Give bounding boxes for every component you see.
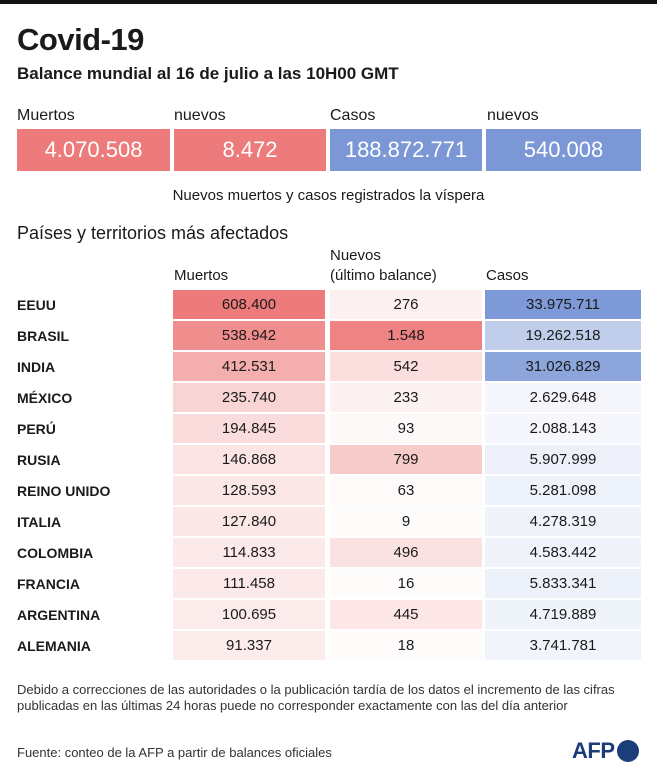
cases-cell: 4.583.442 [485,538,641,567]
table-row: ITALIA 127.840 9 4.278.319 [0,506,657,537]
col-header-cases: Casos [486,267,529,284]
country-name: FRANCIA [17,576,80,592]
deaths-cell: 111.458 [173,569,325,598]
deaths-cell: 128.593 [173,476,325,505]
country-name: EEUU [17,297,56,313]
new-deaths-cell: 9 [330,507,482,536]
table-row: EEUU 608.400 276 33.975.711 [0,289,657,320]
cases-cell: 4.278.319 [485,507,641,536]
summary-cases-label: Casos [330,107,376,124]
table-row: BRASIL 538.942 1.548 19.262.518 [0,320,657,351]
new-deaths-cell: 233 [330,383,482,412]
new-deaths-cell: 799 [330,445,482,474]
cases-cell: 2.629.648 [485,383,641,412]
cases-cell: 4.719.889 [485,600,641,629]
table-row: RUSIA 146.868 799 5.907.999 [0,444,657,475]
cases-cell: 33.975.711 [485,290,641,319]
deaths-cell: 235.740 [173,383,325,412]
new-deaths-cell: 276 [330,290,482,319]
summary-deaths-label: Muertos [17,107,75,124]
cases-cell: 31.026.829 [485,352,641,381]
country-name: RUSIA [17,452,61,468]
cases-cell: 19.262.518 [485,321,641,350]
table-row: INDIA 412.531 542 31.026.829 [0,351,657,382]
deaths-cell: 538.942 [173,321,325,350]
summary-deaths-value: 4.070.508 [17,129,170,171]
table-row: COLOMBIA 114.833 496 4.583.442 [0,537,657,568]
col-header-new-line1: Nuevos [330,247,381,264]
new-deaths-cell: 18 [330,631,482,660]
table-row: REINO UNIDO 128.593 63 5.281.098 [0,475,657,506]
summary-deaths-new-label: nuevos [174,107,226,124]
footnote: Debido a correcciones de las autoridades… [17,682,615,713]
deaths-cell: 100.695 [173,600,325,629]
summary-note: Nuevos muertos y casos registrados la ví… [172,187,485,204]
page-subtitle: Balance mundial al 16 de julio a las 10H… [17,64,399,83]
deaths-cell: 608.400 [173,290,325,319]
afp-logo: AFP [572,738,639,764]
deaths-cell: 127.840 [173,507,325,536]
table-row: FRANCIA 111.458 16 5.833.341 [0,568,657,599]
deaths-cell: 146.868 [173,445,325,474]
new-deaths-cell: 542 [330,352,482,381]
country-name: INDIA [17,359,56,375]
deaths-cell: 114.833 [173,538,325,567]
country-name: ALEMANIA [17,638,91,654]
col-header-deaths: Muertos [174,267,229,284]
new-deaths-cell: 1.548 [330,321,482,350]
cases-cell: 3.741.781 [485,631,641,660]
cases-cell: 5.833.341 [485,569,641,598]
page-title: Covid-19 [17,22,144,57]
country-name: ITALIA [17,514,62,530]
summary-cases-new-value: 540.008 [486,129,641,171]
new-deaths-cell: 63 [330,476,482,505]
new-deaths-cell: 496 [330,538,482,567]
table-row: MÉXICO 235.740 233 2.629.648 [0,382,657,413]
afp-logo-text: AFP [572,738,615,763]
col-header-new-line2: (último balance) [330,267,437,284]
table-row: PERÚ 194.845 93 2.088.143 [0,413,657,444]
new-deaths-cell: 16 [330,569,482,598]
summary-deaths-new-value: 8.472 [174,129,326,171]
country-name: BRASIL [17,328,70,344]
summary-cases-new-label: nuevos [487,107,539,124]
cases-cell: 5.281.098 [485,476,641,505]
afp-logo-dot-icon [616,740,639,762]
country-name: PERÚ [17,421,56,437]
cases-cell: 5.907.999 [485,445,641,474]
new-deaths-cell: 93 [330,414,482,443]
top-rule [0,0,657,4]
new-deaths-cell: 445 [330,600,482,629]
table-title: Países y territorios más afectados [17,223,289,243]
summary-cases-value: 188.872.771 [330,129,482,171]
deaths-cell: 412.531 [173,352,325,381]
deaths-cell: 91.337 [173,631,325,660]
source-note: Fuente: conteo de la AFP a partir de bal… [17,745,332,760]
country-name: ARGENTINA [17,607,101,623]
table-row: ALEMANIA 91.337 18 3.741.781 [0,630,657,661]
country-name: REINO UNIDO [17,483,111,499]
deaths-cell: 194.845 [173,414,325,443]
table-row: ARGENTINA 100.695 445 4.719.889 [0,599,657,630]
country-name: COLOMBIA [17,545,94,561]
country-name: MÉXICO [17,390,73,406]
cases-cell: 2.088.143 [485,414,641,443]
country-table: EEUU 608.400 276 33.975.711 BRASIL 538.942 1.5… [0,289,657,661]
